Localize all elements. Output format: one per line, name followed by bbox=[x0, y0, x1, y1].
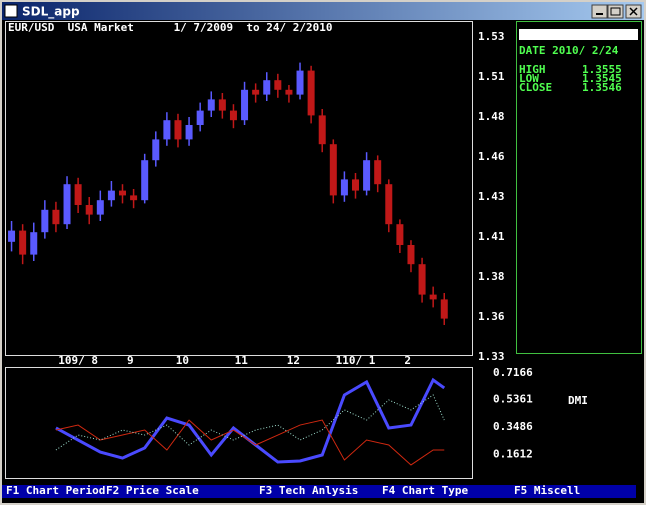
minimize-button[interactable] bbox=[591, 4, 608, 19]
x-tick-label: 11 bbox=[235, 354, 249, 367]
candle-body bbox=[263, 80, 271, 95]
candle-body bbox=[296, 70, 304, 95]
maximize-button[interactable] bbox=[607, 4, 624, 19]
window-title: SDL_app bbox=[22, 5, 80, 20]
info-label: CLOSE bbox=[519, 81, 552, 94]
candle-body bbox=[119, 190, 126, 196]
candle-body bbox=[130, 195, 138, 201]
info-label: HIGH bbox=[519, 63, 546, 76]
y-tick-label: 1.48 bbox=[478, 110, 505, 123]
menu-item[interactable]: F3 Tech Anlysis bbox=[259, 484, 358, 497]
x-tick-label: 2 bbox=[404, 354, 411, 367]
window-buttons bbox=[591, 4, 642, 19]
x-tick-label: 9 bbox=[127, 354, 134, 367]
y-tick-label: 1.38 bbox=[478, 270, 505, 283]
candle-body bbox=[185, 125, 193, 140]
candle-body bbox=[107, 190, 115, 201]
info-value: 1.3555 bbox=[582, 63, 622, 76]
y-tick-label: 1.43 bbox=[478, 190, 505, 203]
candle-body bbox=[385, 184, 393, 225]
dmi-line bbox=[55, 394, 445, 451]
y-tick-label: 1.51 bbox=[478, 70, 505, 83]
candle-body bbox=[418, 264, 426, 295]
y-tick-label: 0.7166 bbox=[493, 366, 533, 379]
candle-body bbox=[207, 99, 215, 111]
candle-body bbox=[407, 245, 415, 265]
candle-body bbox=[163, 120, 171, 140]
candle-body bbox=[329, 144, 337, 196]
chart-header: EUR/USD USA Market 1/ 7/2009 to 24/ 2/20… bbox=[8, 21, 333, 34]
candle-body bbox=[429, 294, 437, 300]
x-tick-label: 109/ 8 bbox=[58, 354, 98, 367]
y-tick-label: 0.1612 bbox=[493, 447, 533, 460]
menu-item[interactable]: F4 Chart Type bbox=[382, 484, 468, 497]
dmi-frame bbox=[5, 367, 473, 479]
candle-body bbox=[229, 110, 237, 121]
candle-body bbox=[241, 89, 249, 121]
y-tick-label: 1.36 bbox=[478, 310, 505, 323]
x-tick-label: 12 bbox=[287, 354, 300, 367]
info-input bbox=[519, 29, 638, 40]
candle-body bbox=[352, 179, 359, 191]
title-bar bbox=[2, 2, 644, 20]
y-tick-label: 1.33 bbox=[478, 350, 505, 363]
info-value: 1.3546 bbox=[582, 81, 622, 94]
candle-body bbox=[318, 115, 326, 145]
candle-body bbox=[19, 230, 27, 255]
candle-body bbox=[74, 184, 82, 205]
menu-item[interactable]: F2 Price Scale bbox=[106, 484, 199, 497]
candle-body bbox=[30, 232, 38, 255]
candle-body bbox=[41, 209, 49, 233]
candle-body bbox=[152, 139, 160, 161]
info-panel bbox=[516, 21, 642, 354]
menu-item[interactable]: F5 Miscell bbox=[514, 484, 580, 497]
candle-body bbox=[196, 110, 204, 125]
candle-body bbox=[96, 200, 104, 215]
candle-body bbox=[8, 230, 16, 242]
y-tick-label: 1.41 bbox=[478, 230, 505, 243]
y-tick-label: 0.3486 bbox=[493, 420, 533, 433]
candle-body bbox=[307, 70, 315, 116]
menu-bar bbox=[2, 485, 636, 498]
x-tick-label: 110/ 1 bbox=[336, 354, 376, 367]
dmi-line bbox=[55, 419, 445, 466]
app-icon bbox=[4, 4, 18, 18]
candle-body bbox=[340, 179, 348, 196]
candle-body bbox=[274, 80, 282, 90]
candle-body bbox=[174, 120, 182, 140]
y-tick-label: 1.46 bbox=[478, 150, 505, 163]
info-label: LOW bbox=[519, 72, 539, 85]
candle-body bbox=[141, 160, 149, 201]
menu-item[interactable]: F1 Chart Period bbox=[6, 484, 105, 497]
candle-body bbox=[218, 99, 226, 111]
candle-body bbox=[440, 299, 448, 319]
price-frame bbox=[5, 21, 473, 356]
y-tick-label: 1.53 bbox=[478, 30, 505, 43]
candle-body bbox=[285, 89, 293, 95]
candle-body bbox=[85, 205, 93, 215]
candle-body bbox=[52, 209, 60, 225]
candle-body bbox=[396, 224, 404, 245]
indicator-label: DMI bbox=[568, 394, 588, 407]
candle-body bbox=[63, 184, 71, 225]
info-date: DATE 2010/ 2/24 bbox=[519, 44, 619, 57]
info-value: 1.3545 bbox=[582, 72, 622, 85]
y-tick-label: 0.5361 bbox=[493, 392, 533, 405]
candle-body bbox=[363, 160, 371, 191]
x-tick-label: 10 bbox=[176, 354, 189, 367]
candle-body bbox=[374, 160, 382, 185]
candle-body bbox=[252, 89, 260, 95]
